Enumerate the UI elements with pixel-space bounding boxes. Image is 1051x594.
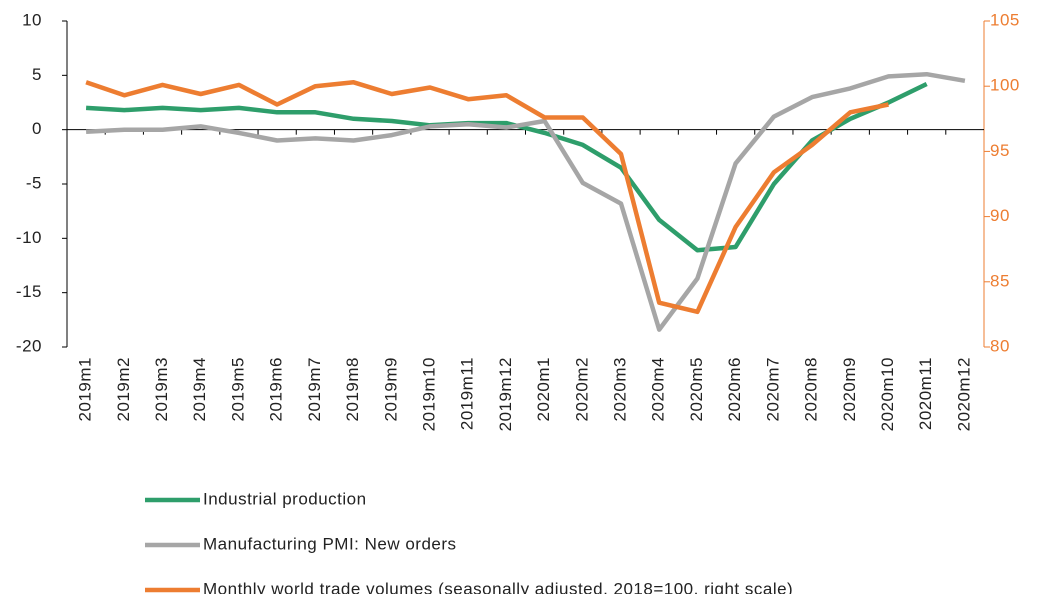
x-tick-label: 2020m10 [878, 357, 897, 431]
series-line [85, 81, 928, 253]
series-line [85, 71, 966, 332]
series-line [85, 80, 889, 315]
x-tick-label: 2019m1 [76, 357, 95, 421]
x-tick-label: 2020m8 [802, 357, 821, 421]
x-tick-label: 2019m5 [228, 357, 247, 421]
y-tick-label: -5 [26, 173, 42, 192]
y-tick-label: 10 [22, 10, 42, 29]
x-tick-label: 2020m5 [687, 357, 706, 421]
x-tick-label: 2019m11 [458, 357, 477, 430]
y2-tick-label: 90 [990, 206, 1010, 225]
x-tick-label: 2019m10 [419, 357, 438, 431]
legend-label: Monthly world trade volumes (seasonally … [203, 579, 793, 594]
x-tick-label: 2019m12 [496, 357, 515, 431]
x-tick-label: 2019m2 [114, 357, 133, 421]
y2-tick-label: 85 [990, 271, 1010, 290]
y-tick-label: -15 [16, 282, 42, 301]
x-tick-label: 2020m6 [725, 357, 744, 421]
y2-tick-label: 100 [990, 76, 1020, 95]
x-tick-label: 2020m2 [572, 357, 591, 421]
legend-label: Industrial production [203, 489, 367, 508]
x-tick-label: 2019m9 [381, 357, 400, 421]
x-tick-label: 2020m11 [916, 357, 935, 430]
x-tick-label: 2020m1 [534, 357, 553, 421]
x-tick-label: 2019m8 [343, 357, 362, 421]
x-tick-label: 2019m6 [267, 357, 286, 421]
x-tick-label: 2020m7 [763, 357, 782, 421]
legend-label: Manufacturing PMI: New orders [203, 534, 457, 553]
y-tick-label: -20 [16, 336, 42, 355]
y-tick-label: -10 [16, 228, 42, 247]
x-tick-label: 2019m7 [305, 357, 324, 421]
x-tick-label: 2020m3 [611, 357, 630, 421]
y2-tick-label: 95 [990, 141, 1010, 160]
x-tick-label: 2019m3 [152, 357, 171, 421]
x-tick-label: 2020m4 [649, 357, 668, 421]
y-tick-label: 5 [32, 65, 42, 84]
x-tick-label: 2020m9 [840, 357, 859, 421]
x-tick-label: 2019m4 [190, 357, 209, 421]
y2-tick-label: 105 [990, 10, 1020, 29]
y2-tick-label: 80 [990, 336, 1010, 355]
y-tick-label: 0 [32, 119, 42, 138]
x-tick-label: 2020m12 [954, 357, 973, 431]
